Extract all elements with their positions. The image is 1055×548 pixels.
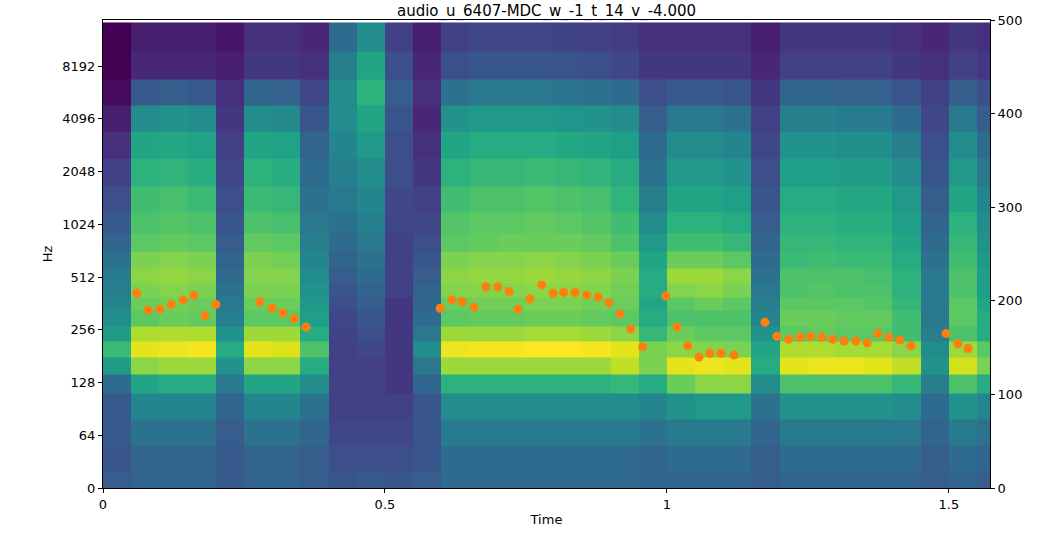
svg-text:Time: Time	[530, 512, 563, 527]
svg-text:64: 64	[79, 428, 96, 443]
svg-text:256: 256	[71, 322, 96, 337]
svg-text:4096: 4096	[62, 111, 95, 126]
svg-text:audio_u_6407-MDC_w_-1_t_14_v_-: audio_u_6407-MDC_w_-1_t_14_v_-4.000	[397, 2, 696, 21]
svg-text:0: 0	[99, 497, 107, 512]
svg-text:300: 300	[998, 200, 1023, 215]
svg-text:200: 200	[998, 293, 1023, 308]
svg-text:1: 1	[663, 497, 671, 512]
svg-text:128: 128	[71, 375, 96, 390]
svg-text:8192: 8192	[62, 59, 95, 74]
svg-text:0.5: 0.5	[375, 497, 396, 512]
svg-text:Hz: Hz	[40, 246, 55, 263]
svg-text:400: 400	[998, 106, 1023, 121]
svg-text:0: 0	[998, 481, 1006, 496]
svg-text:500: 500	[998, 13, 1023, 28]
svg-text:0: 0	[87, 481, 95, 496]
svg-text:100: 100	[998, 387, 1023, 402]
svg-text:1024: 1024	[62, 217, 95, 232]
svg-text:512: 512	[71, 270, 96, 285]
svg-text:1.5: 1.5	[938, 497, 959, 512]
svg-text:2048: 2048	[62, 164, 95, 179]
